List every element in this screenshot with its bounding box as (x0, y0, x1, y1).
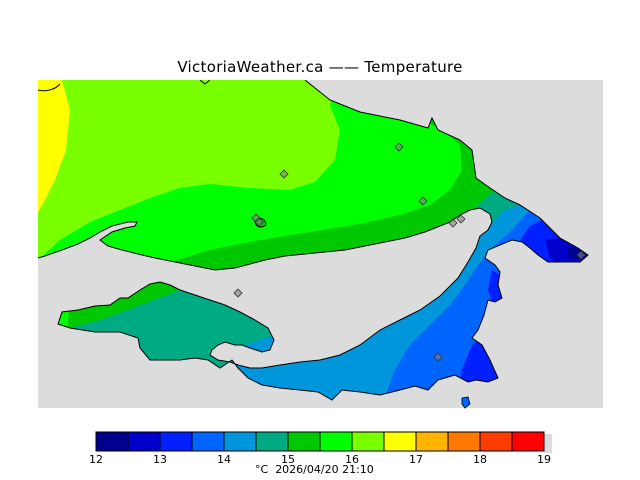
colorbar-bin-1 (127, 431, 161, 452)
colorbar-tick-13: 13 (153, 453, 167, 466)
colorbar-bin-11 (447, 431, 481, 452)
page-title: VictoriaWeather.ca —— Temperature (177, 58, 463, 76)
contour-13-13.5-c (488, 270, 502, 302)
station-marker[interactable] (433, 352, 443, 362)
colorbar-bin-9 (383, 431, 417, 452)
colorbar-tick-17: 17 (409, 453, 423, 466)
unit-label: °C (255, 463, 269, 476)
colorbar-bin-6 (287, 431, 321, 452)
timestamp-label: 2026/04/20 21:10 (275, 463, 374, 476)
station-marker[interactable] (456, 214, 466, 224)
colorbar-bins (95, 431, 552, 453)
colorbar-tick-labels: 12 13 14 15 16 17 18 19 (89, 453, 551, 466)
station-marker[interactable] (418, 196, 428, 206)
colorbar-tick-16: 16 (345, 453, 359, 466)
colorbar-tick-14: 14 (217, 453, 231, 466)
weather-stations (233, 142, 586, 362)
colorbar-shadow (544, 434, 552, 453)
station-marker[interactable] (254, 217, 264, 227)
colorbar-bin-10 (415, 431, 449, 452)
colorbar-tick-12: 12 (89, 453, 103, 466)
station-marker[interactable] (448, 218, 458, 228)
colorbar-bin-7 (319, 431, 353, 452)
colorbar-bin-5 (255, 431, 289, 452)
colorbar-bin-2 (159, 431, 193, 452)
colorbar-bin-3 (191, 431, 225, 452)
colorbar-tick-15: 15 (281, 453, 295, 466)
colorbar-bin-13 (511, 431, 545, 452)
colorbar-bin-0 (95, 431, 129, 452)
colorbar-tick-19: 19 (537, 453, 551, 466)
colorbar-bin-4 (223, 431, 257, 452)
contour-16.5-17 (38, 80, 70, 212)
station-marker[interactable] (576, 250, 586, 260)
station-marker[interactable] (233, 288, 243, 298)
small-island (461, 396, 471, 409)
colorbar-tick-18: 18 (473, 453, 487, 466)
footer-unit-timestamp: °C 2026/04/20 21:10 (255, 463, 374, 476)
station-marker[interactable] (394, 142, 404, 152)
colorbar-bin-8 (351, 431, 385, 452)
station-marker[interactable] (279, 169, 289, 179)
colorbar-bin-12 (479, 431, 513, 452)
